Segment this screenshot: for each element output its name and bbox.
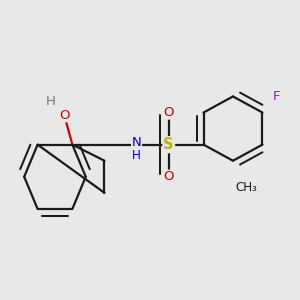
- Text: O: O: [164, 170, 174, 183]
- Text: H: H: [132, 149, 141, 162]
- Text: O: O: [59, 109, 70, 122]
- Text: CH₃: CH₃: [236, 181, 257, 194]
- Text: N: N: [132, 136, 142, 149]
- Text: H: H: [46, 95, 56, 108]
- Text: O: O: [164, 106, 174, 119]
- Text: F: F: [273, 90, 280, 103]
- Text: S: S: [164, 137, 174, 152]
